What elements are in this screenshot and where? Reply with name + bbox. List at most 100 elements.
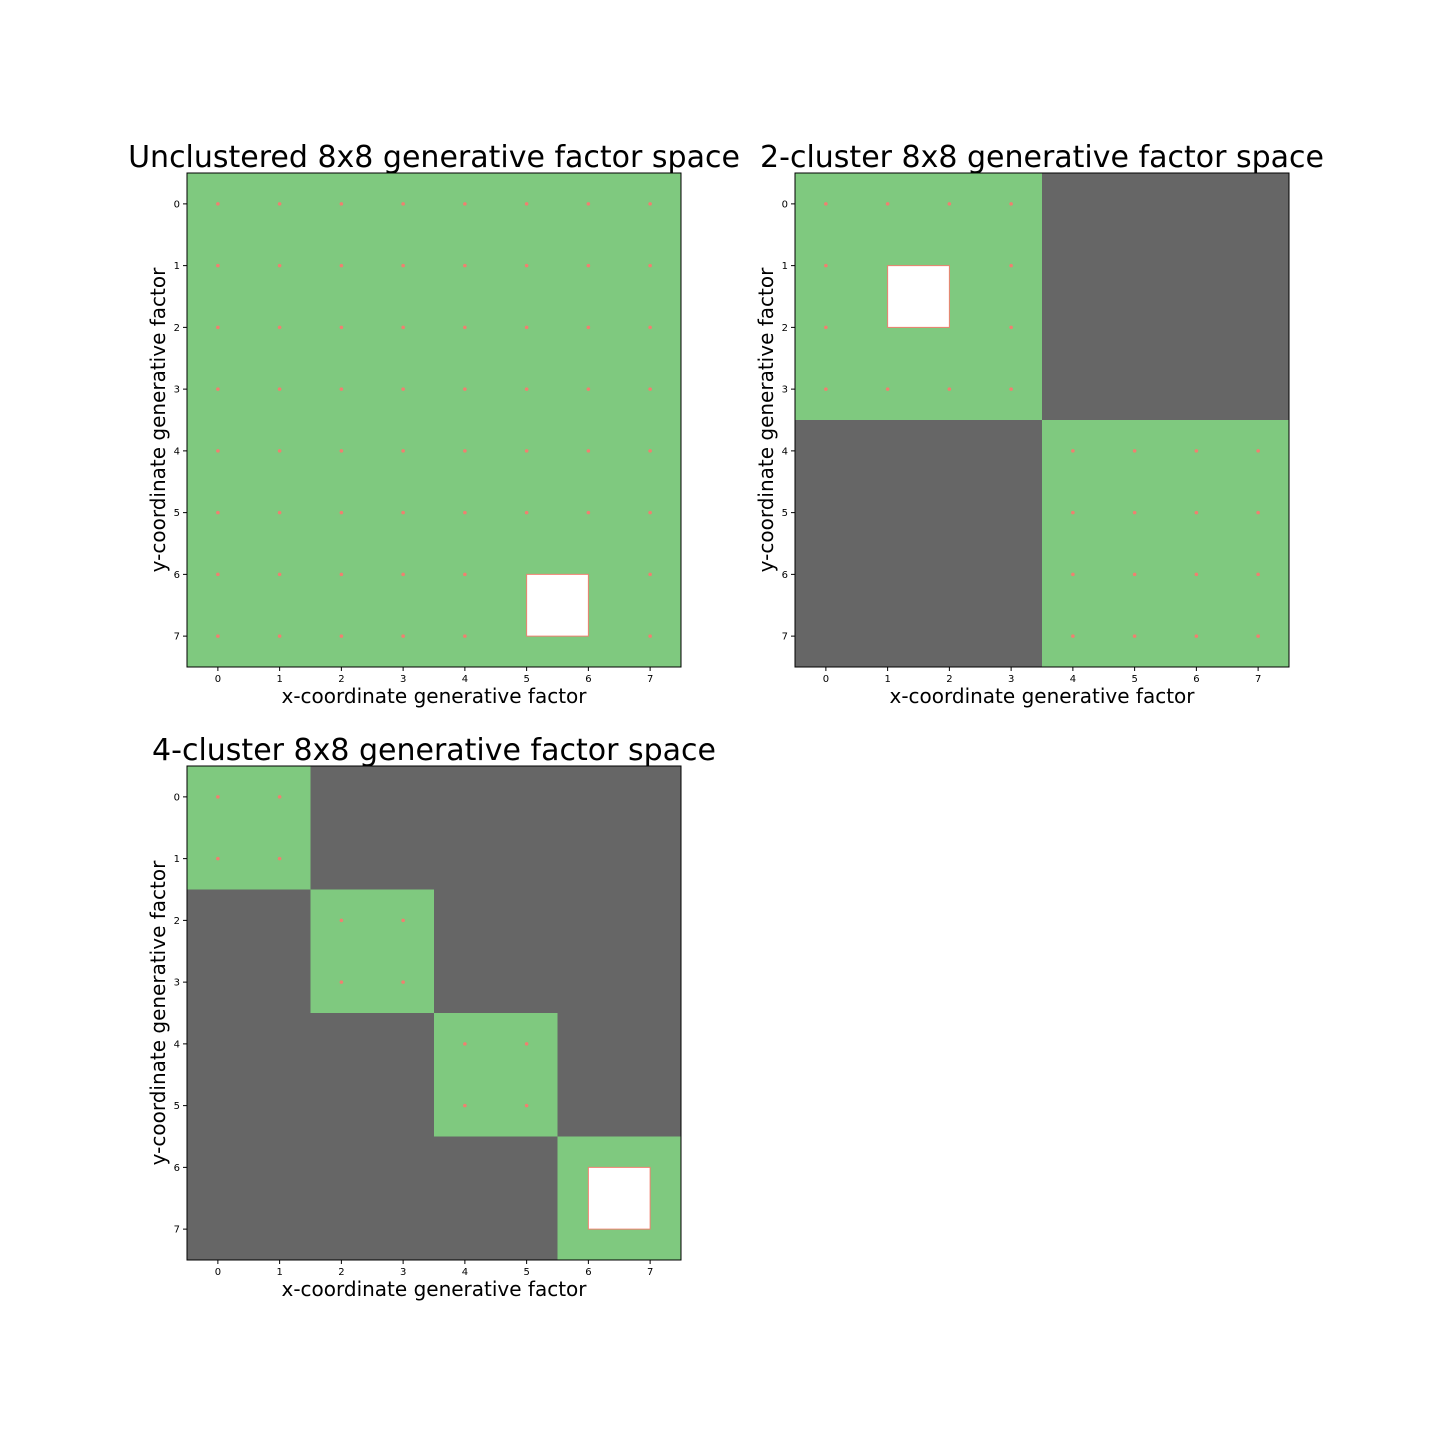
panel-1-point-5-1: [524, 263, 529, 268]
panel-3-x-tick-label-6: 6: [585, 1267, 591, 1278]
panel-1-point-5-0: [524, 202, 529, 206]
panel-2-x-axis-label: x-coordinate generative factor: [889, 684, 1195, 708]
panel-1-point-5-2: [524, 325, 529, 330]
panel-3-y-tick-label-5: 5: [174, 1101, 180, 1112]
panel-2-held-out-region: [887, 265, 950, 328]
panel-2-point-2-0: [947, 202, 952, 206]
panel-2-y-tick-label-7: 7: [782, 632, 788, 643]
panel-2-point-4-4: [1071, 449, 1075, 453]
panel-1-point-6-2: [586, 325, 591, 330]
panel-1-point-6-1: [586, 263, 591, 268]
panel-1-point-2-0: [339, 202, 344, 206]
panel-1-cluster-1: [187, 173, 681, 667]
panel-3-x-tick-label-4: 4: [462, 1267, 468, 1278]
panel-2-point-0-3: [824, 387, 828, 391]
panel-1-point-0-6: [216, 572, 220, 577]
panel-2-point-1-3: [885, 387, 890, 391]
panel-1-point-4-0: [463, 202, 467, 206]
panel-3-x-tick-label-7: 7: [647, 1267, 653, 1278]
panel-3-x-tick-label-2: 2: [338, 1267, 344, 1278]
panel-3-point-0-1: [216, 856, 220, 861]
panel-3-x-tick-label-3: 3: [400, 1267, 406, 1278]
panel-1-point-1-6: [277, 572, 282, 577]
panel-1-point-0-5: [216, 510, 220, 515]
panel-2-point-3-1: [1009, 263, 1013, 268]
panel-1-point-2-3: [339, 387, 344, 391]
panel-2-point-6-4: [1194, 449, 1199, 453]
panel-1-point-0-7: [216, 634, 220, 638]
panel-2-point-6-6: [1194, 572, 1199, 577]
panel-1-point-2-2: [339, 325, 344, 330]
panel-1-point-2-1: [339, 263, 344, 268]
panel-1-point-0-1: [216, 263, 220, 268]
panel-2-y-tick-label-6: 6: [782, 570, 788, 581]
panel-3-held-out-region: [587, 1166, 651, 1230]
panel-2-y-tick-label-5: 5: [782, 508, 788, 519]
panel-1-point-1-3: [277, 387, 282, 391]
panel-1-y-tick-label-4: 4: [174, 446, 180, 457]
panel-1-point-5-5: [524, 510, 529, 515]
panel-1-point-3-6: [401, 572, 405, 577]
panel-1-y-tick-label-2: 2: [174, 323, 180, 334]
panel-3-point-1-1: [277, 856, 282, 861]
panel-1-x-axis-label: x-coordinate generative factor: [281, 684, 587, 708]
panel-2-point-3-2: [1009, 325, 1013, 330]
panel-3-point-2-3: [339, 980, 344, 984]
panel-1-point-0-2: [216, 325, 220, 330]
panel-3-y-tick-label-4: 4: [174, 1039, 180, 1050]
panel-1-point-7-1: [648, 263, 652, 268]
panel-1-title: Unclustered 8x8 generative factor space: [128, 140, 740, 175]
panel-1-point-1-5: [277, 510, 282, 515]
panel-3-y-tick-label-0: 0: [174, 792, 180, 803]
panel-2-point-4-5: [1071, 510, 1075, 515]
panel-2-point-7-4: [1256, 449, 1260, 453]
panel-2-x-tick-label-0: 0: [823, 674, 829, 685]
panel-1-point-2-7: [339, 634, 344, 638]
panel-2-point-6-7: [1194, 634, 1199, 638]
panel-2-point-2-3: [947, 387, 952, 391]
panel-1-point-1-2: [277, 325, 282, 330]
panel-1-point-3-4: [401, 449, 405, 453]
panel-1-point-3-0: [401, 202, 405, 206]
panel-1-point-6-4: [586, 449, 591, 453]
panel-1-point-1-7: [277, 634, 282, 638]
panel-2-y-tick-label-0: 0: [782, 199, 788, 210]
panel-3-point-5-4: [524, 1042, 529, 1046]
panel-1-point-7-6: [648, 572, 652, 577]
panel-3-y-tick-label-3: 3: [174, 978, 180, 989]
panel-2-point-0-1: [824, 263, 828, 268]
panel-1-point-5-3: [524, 387, 529, 391]
panel-2-x-tick-label-5: 5: [1131, 674, 1137, 685]
panel-3-title: 4-cluster 8x8 generative factor space: [152, 733, 716, 768]
panel-2-point-5-4: [1132, 449, 1137, 453]
panel-3-point-2-2: [339, 918, 344, 923]
panel-2-y-tick-label-2: 2: [782, 323, 788, 334]
panel-1-point-6-5: [586, 510, 591, 515]
panel-2-y-tick-label-1: 1: [782, 261, 788, 272]
panel-2-y-axis-label: y-coordinate generative factor: [754, 267, 778, 572]
panel-2-point-5-7: [1132, 634, 1137, 638]
panel-1-point-4-6: [463, 572, 467, 577]
panel-1-point-0-3: [216, 387, 220, 391]
panel-1-point-4-2: [463, 325, 467, 330]
panel-1-point-7-7: [648, 634, 652, 638]
panel-1-y-tick-label-3: 3: [174, 385, 180, 396]
panel-1-x-tick-label-2: 2: [338, 674, 344, 685]
panel-1-axes-frame: [186, 172, 682, 668]
panel-1-point-3-2: [401, 325, 405, 330]
panel-1-point-1-4: [277, 449, 282, 453]
panel-3-cluster-2: [310, 889, 434, 1013]
panel-1-point-1-1: [277, 263, 282, 268]
panel-3-point-3-3: [401, 980, 405, 984]
panel-1-point-4-3: [463, 387, 467, 391]
panel-3-y-tick-label-7: 7: [174, 1225, 180, 1236]
panel-2-point-7-7: [1256, 634, 1260, 638]
panel-1-x-tick-label-0: 0: [215, 674, 221, 685]
panel-1-point-3-3: [401, 387, 405, 391]
panel-1-x-tick-label-1: 1: [276, 674, 282, 685]
panel-2-x-tick-label-3: 3: [1008, 674, 1014, 685]
panel-1-point-2-4: [339, 449, 344, 453]
panel-1-point-4-4: [463, 449, 467, 453]
panel-1-point-7-5: [648, 510, 652, 515]
